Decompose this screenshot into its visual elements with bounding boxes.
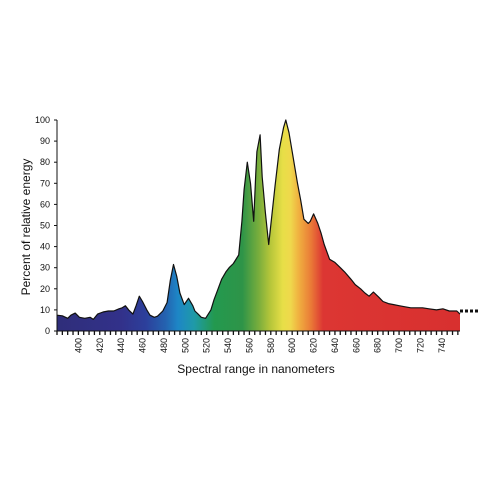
y-tick-label: 90 — [40, 136, 50, 146]
y-tick-label: 30 — [40, 263, 50, 273]
x-tick-label: 720 — [415, 338, 425, 353]
x-axis-ticks: 400 420 440 460 480 500 520 540 560 580 600 620 640 6… — [56, 331, 459, 353]
x-tick-label: 740 — [437, 338, 447, 353]
x-tick-label: 680 — [373, 338, 383, 353]
y-tick-label: 10 — [40, 305, 50, 315]
y-axis-ticks: 0 10 20 30 40 50 60 70 80 90 100 — [35, 115, 57, 336]
x-tick-label: 600 — [287, 338, 297, 353]
x-tick-label: 460 — [138, 338, 148, 353]
x-tick-label: 620 — [309, 338, 319, 353]
x-tick-label: 480 — [159, 338, 169, 353]
x-tick-label: 580 — [266, 338, 276, 353]
x-tick-label: 500 — [180, 338, 190, 353]
x-tick-label: 640 — [330, 338, 340, 353]
x-axis-title: Spectral range in nanometers — [177, 362, 334, 376]
y-tick-label: 60 — [40, 199, 50, 209]
x-tick-label: 440 — [116, 338, 126, 353]
x-tick-label: 560 — [244, 338, 254, 353]
spectrum-area-fill — [57, 120, 460, 331]
y-tick-label: 70 — [40, 178, 50, 188]
y-axis-title: Percent of relative energy — [19, 159, 33, 296]
y-tick-label: 50 — [40, 221, 50, 231]
y-tick-label: 0 — [45, 326, 50, 336]
y-tick-label: 40 — [40, 242, 50, 252]
x-tick-label: 540 — [223, 338, 233, 353]
y-tick-label: 100 — [35, 115, 50, 125]
x-tick-label: 420 — [95, 338, 105, 353]
x-tick-label: 700 — [394, 338, 404, 353]
spectrum-curve-line — [56, 119, 461, 320]
y-tick-label: 20 — [40, 284, 50, 294]
x-tick-label: 400 — [73, 338, 83, 353]
y-tick-label: 80 — [40, 157, 50, 167]
x-tick-label: 660 — [351, 338, 361, 353]
x-tick-label: 520 — [202, 338, 212, 353]
